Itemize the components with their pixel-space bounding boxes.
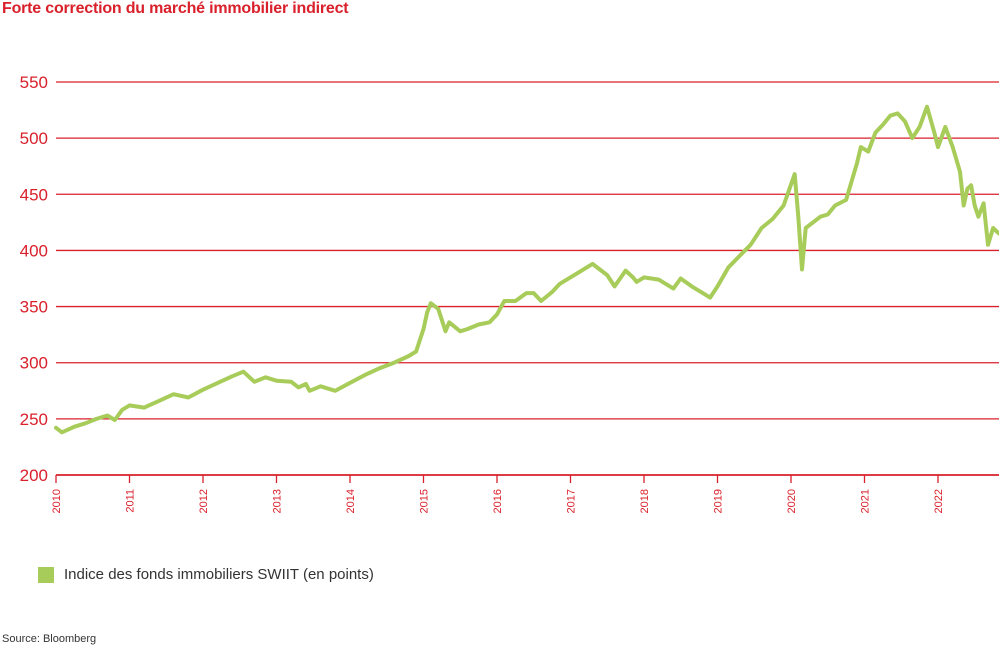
x-tick-label: 2016 — [492, 489, 504, 513]
x-tick-label: 2013 — [271, 489, 283, 513]
x-axis: 2010 2011 2012 2013 2014 2015 2016 2017 2018 2019… — [51, 474, 999, 513]
x-tick-label: 2012 — [198, 489, 210, 513]
y-tick-label: 250 — [20, 410, 48, 429]
gridlines — [56, 81, 999, 476]
y-tick-label: 300 — [20, 354, 48, 373]
y-tick-label: 550 — [20, 73, 48, 92]
x-tick-label: 2014 — [345, 489, 357, 513]
x-tick-label: 2022 — [933, 489, 945, 513]
y-axis-ticks: 200 250 300 350 400 450 500 550 — [20, 73, 48, 485]
x-tick-label: 2018 — [639, 489, 651, 513]
series-line — [54, 104, 999, 435]
x-tick-label: 2020 — [786, 489, 798, 513]
x-tick-label: 2021 — [859, 489, 871, 513]
chart-title: Forte correction du marché immobilier in… — [2, 0, 349, 17]
x-tick-label: 2017 — [565, 489, 577, 513]
x-tick-label: 2010 — [51, 489, 63, 513]
x-tick-label: 2011 — [124, 489, 136, 513]
source-note: Source: Bloomberg — [2, 633, 97, 645]
y-tick-label: 200 — [20, 466, 48, 485]
x-tick-label: 2019 — [712, 489, 724, 513]
y-tick-label: 400 — [20, 241, 48, 260]
y-tick-label: 450 — [20, 185, 48, 204]
y-tick-label: 500 — [20, 129, 48, 148]
legend: Indice des fonds immobiliers SWIIT (en p… — [38, 566, 374, 583]
legend-swatch — [38, 566, 54, 583]
legend-label: Indice des fonds immobiliers SWIIT (en p… — [64, 566, 374, 583]
y-tick-label: 350 — [20, 298, 48, 317]
series-layer — [54, 104, 999, 435]
x-tick-label: 2015 — [418, 489, 430, 513]
